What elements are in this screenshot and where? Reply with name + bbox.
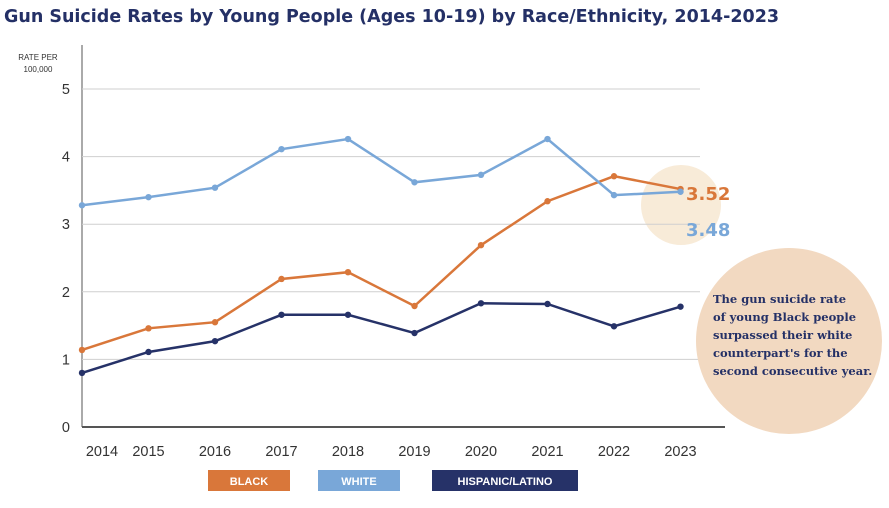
white-point-2018 <box>344 135 352 143</box>
y-tick-label: 2 <box>62 285 70 301</box>
x-tick-label: 2018 <box>332 444 364 460</box>
annotation-line: The gun suicide rate <box>713 292 846 306</box>
x-tick-label: 2014 <box>86 444 118 460</box>
black-end-label: 3.52 <box>686 184 730 205</box>
hispanic-latino-point-2021 <box>544 300 551 308</box>
black-point-2017 <box>278 275 285 283</box>
white-point-2019 <box>411 179 418 186</box>
hispanic-latino-point-2023 <box>677 303 684 310</box>
annotation-line: surpassed their white <box>713 328 852 342</box>
y-axis-label-line2: 100,000 <box>24 65 53 74</box>
y-tick-label: 1 <box>62 352 70 368</box>
white-point-2021 <box>544 135 551 143</box>
black-point-2015 <box>145 325 152 332</box>
x-tick-label: 2023 <box>664 444 696 460</box>
hispanic-latino-point-2017 <box>278 311 285 318</box>
annotation-line: second consecutive year. <box>713 364 872 378</box>
y-tick-label: 4 <box>62 150 70 166</box>
x-tick-label: 2015 <box>132 444 164 460</box>
white-end-label: 3.48 <box>686 220 730 241</box>
hispanic-latino-series-line <box>81 302 681 375</box>
white-series-line <box>81 137 681 207</box>
x-tick-label: 2019 <box>398 444 430 460</box>
y-axis-label-line1: RATE PER <box>18 53 58 62</box>
hispanic-latino-point-2018 <box>344 311 352 318</box>
hispanic-latino-point-2020 <box>477 300 485 307</box>
x-tick-label: 2020 <box>465 444 497 460</box>
y-tick-label: 0 <box>62 420 70 436</box>
hispanic-latino-point-2019 <box>411 329 418 337</box>
black-point-2014 <box>78 346 86 354</box>
black-point-2020 <box>477 241 485 249</box>
white-point-2017 <box>278 145 285 153</box>
white-point-2014 <box>78 202 86 209</box>
y-tick-label: 3 <box>62 217 70 233</box>
black-point-2019 <box>411 302 418 310</box>
legend-label-hispanic-latino: HISPANIC/LATINO <box>458 476 553 488</box>
black-point-2021 <box>544 198 551 205</box>
black-point-2022 <box>610 173 618 180</box>
white-point-2020 <box>477 171 485 179</box>
white-point-2015 <box>145 193 152 201</box>
x-tick-label: 2017 <box>265 444 297 460</box>
x-tick-label: 2021 <box>531 444 563 460</box>
annotation-line: of young Black people <box>713 310 856 324</box>
black-point-2018 <box>344 268 352 276</box>
x-tick-label: 2016 <box>199 444 231 460</box>
legend-label-white: WHITE <box>341 476 376 488</box>
legend-swatch-black <box>208 470 290 491</box>
white-point-2023 <box>677 188 684 195</box>
hispanic-latino-point-2022 <box>610 323 618 330</box>
y-tick-label: 5 <box>62 82 70 98</box>
hispanic-latino-point-2014 <box>78 369 86 377</box>
white-point-2016 <box>211 184 219 191</box>
legend-swatch-hispanic-latino <box>432 470 578 491</box>
hispanic-latino-point-2016 <box>211 337 219 345</box>
hispanic-latino-point-2015 <box>145 348 152 356</box>
annotation-line: counterpart's for the <box>713 346 848 360</box>
x-tick-label: 2022 <box>598 444 630 460</box>
chart-title: Gun Suicide Rates by Young People (Ages … <box>4 7 779 27</box>
black-series-line <box>81 174 681 352</box>
annotation-bubble <box>696 248 882 434</box>
white-point-2022 <box>610 191 618 199</box>
legend-swatch-white <box>318 470 400 491</box>
legend-label-black: BLACK <box>230 476 269 488</box>
black-point-2016 <box>211 319 219 326</box>
